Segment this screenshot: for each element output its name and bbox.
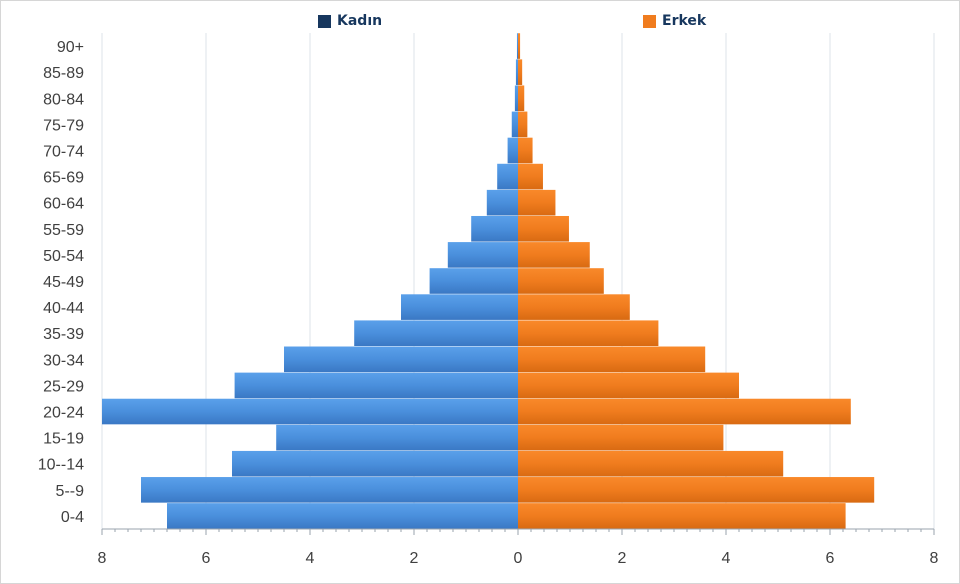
category-label: 90+ [57, 39, 84, 56]
x-tick-label: 8 [98, 550, 107, 567]
category-label: 20-24 [43, 405, 84, 422]
legend-label-kadin: Kadın [337, 13, 383, 29]
bar-kadin [516, 33, 518, 59]
x-tick-label: 4 [722, 550, 731, 567]
category-label: 70-74 [43, 143, 84, 160]
category-label: 55-59 [43, 222, 84, 239]
category-label: 85-89 [43, 65, 84, 82]
bar-kadin [429, 268, 518, 294]
x-tick-label: 4 [306, 550, 315, 567]
category-label: 25-29 [43, 378, 84, 395]
bar-kadin [507, 137, 518, 164]
bar-kadin [486, 189, 518, 216]
category-label: 30-34 [43, 352, 84, 369]
category-label: 80-84 [43, 91, 84, 108]
bar-kadin [401, 294, 518, 320]
bar-kadin [471, 215, 518, 242]
category-label: 10--14 [38, 457, 84, 474]
category-label: 50-54 [43, 248, 84, 265]
bar-erkek [518, 424, 724, 451]
bar-erkek [518, 398, 851, 425]
category-label: 0-4 [61, 509, 84, 526]
bar-erkek [518, 372, 739, 399]
bar-erkek [518, 242, 590, 268]
category-label: 15-19 [43, 431, 84, 448]
bar-erkek [518, 346, 706, 373]
bar-erkek [518, 268, 604, 294]
x-tick-label: 8 [930, 550, 939, 567]
legend-item-kadin: Kadın [318, 11, 382, 31]
x-tick-label: 2 [618, 550, 627, 567]
bar-kadin [511, 111, 518, 138]
x-tick-label: 6 [826, 550, 835, 567]
legend-item-erkek: Erkek [643, 11, 706, 31]
bar-erkek [518, 294, 630, 320]
bar-erkek [518, 163, 543, 190]
bar-erkek [518, 33, 521, 59]
category-label: 35-39 [43, 326, 84, 343]
x-tick-label: 2 [410, 550, 419, 567]
bar-erkek [518, 85, 525, 112]
bar-erkek [518, 320, 659, 347]
bar-erkek [518, 189, 556, 216]
legend-swatch-kadin [318, 14, 331, 28]
bar-erkek [518, 477, 875, 503]
bar-erkek [518, 503, 846, 529]
bar-erkek [518, 111, 528, 138]
bar-kadin [141, 477, 518, 503]
category-label: 60-64 [43, 196, 84, 213]
bar-kadin [354, 320, 518, 347]
bar-kadin [102, 398, 518, 425]
bar-kadin [284, 346, 518, 373]
bar-kadin [232, 450, 518, 477]
category-label: 5--9 [56, 483, 85, 500]
category-label: 65-69 [43, 170, 84, 187]
legend-label-erkek: Erkek [662, 13, 707, 29]
x-tick-label: 6 [202, 550, 211, 567]
category-label: 40-44 [43, 300, 84, 317]
bar-kadin [497, 163, 518, 190]
bar-kadin [514, 85, 518, 112]
bar-erkek [518, 137, 533, 164]
legend-swatch-erkek [643, 14, 656, 28]
bar-kadin [234, 372, 518, 399]
category-label: 45-49 [43, 274, 84, 291]
bar-kadin [447, 242, 518, 268]
bar-erkek [518, 215, 569, 242]
category-label: 75-79 [43, 117, 84, 134]
bar-erkek [518, 450, 784, 477]
bar-erkek [518, 59, 523, 85]
x-tick-label: 0 [514, 550, 523, 567]
bar-kadin [276, 424, 518, 451]
bar-kadin [515, 59, 518, 85]
bar-kadin [167, 503, 518, 529]
